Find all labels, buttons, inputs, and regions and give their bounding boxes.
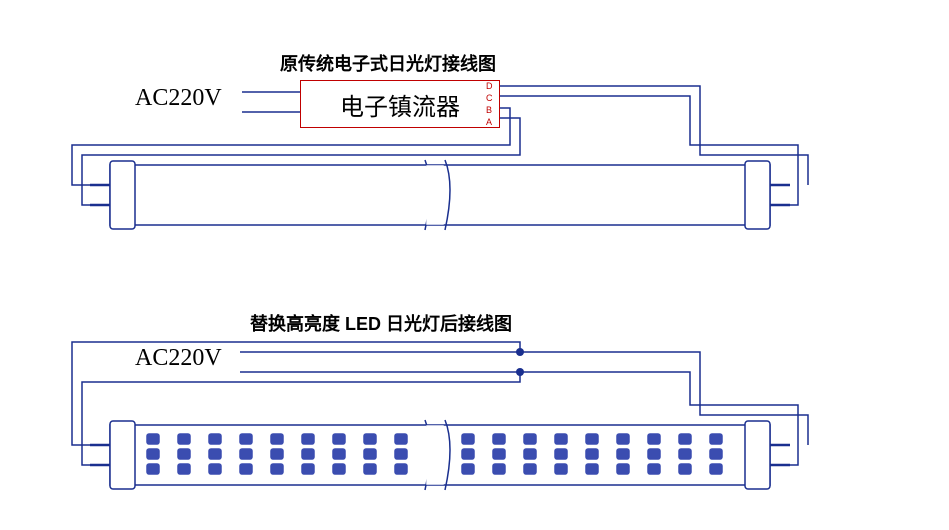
diagram-container: { "colors": { "wire": "#1a2f8f", "tube_o… (0, 0, 949, 530)
wiring-svg (0, 0, 949, 530)
